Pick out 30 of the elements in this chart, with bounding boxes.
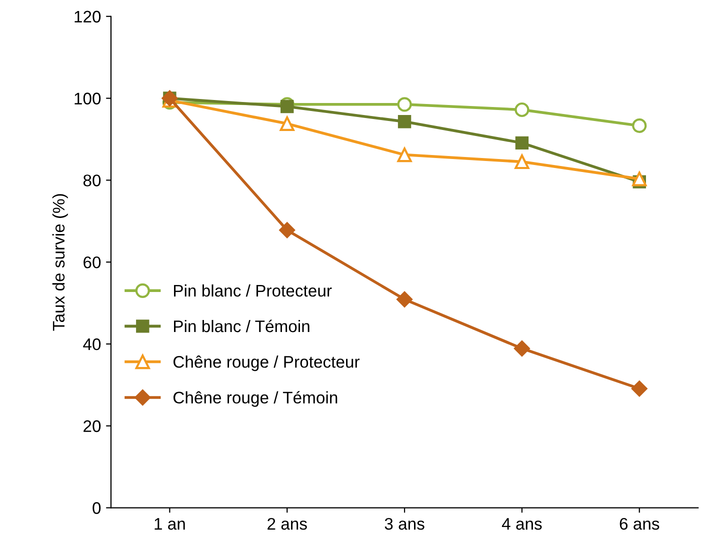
y-tick-label: 100 xyxy=(74,92,101,104)
x-tick-label: 3 ans xyxy=(384,518,424,530)
x-tick-label: 6 ans xyxy=(620,518,660,530)
point xyxy=(514,154,530,170)
y-tick-label: 80 xyxy=(83,174,101,186)
y-tick-label: 40 xyxy=(83,338,101,350)
y-tick-label: 20 xyxy=(84,420,101,432)
y-axis-title: Taux de survie (%) xyxy=(52,194,68,331)
point xyxy=(632,172,647,186)
point xyxy=(632,118,647,134)
y-tick-label: 60 xyxy=(84,256,101,268)
x-tick-label: 1 an xyxy=(154,518,185,530)
point xyxy=(397,97,412,112)
point xyxy=(280,116,294,131)
point xyxy=(397,147,412,162)
y-tick-label: 0 xyxy=(92,502,101,514)
point xyxy=(514,102,530,118)
point xyxy=(279,222,296,238)
legend-label: Pin blanc / Témoin xyxy=(174,320,310,332)
legend-label: Chêne rouge / Protecteur xyxy=(173,355,360,372)
legend-label: Chêne rouge / Témoin xyxy=(173,391,338,407)
x-tick-label: 4 ans xyxy=(502,518,542,530)
y-tick-label: 120 xyxy=(74,10,101,23)
legend-label: Pin blanc / Protecteur xyxy=(174,284,332,297)
point xyxy=(396,291,412,308)
point xyxy=(398,115,412,128)
x-tick-label: 2 ans xyxy=(268,518,307,530)
point xyxy=(514,340,530,356)
point xyxy=(515,136,529,150)
point xyxy=(631,380,648,397)
